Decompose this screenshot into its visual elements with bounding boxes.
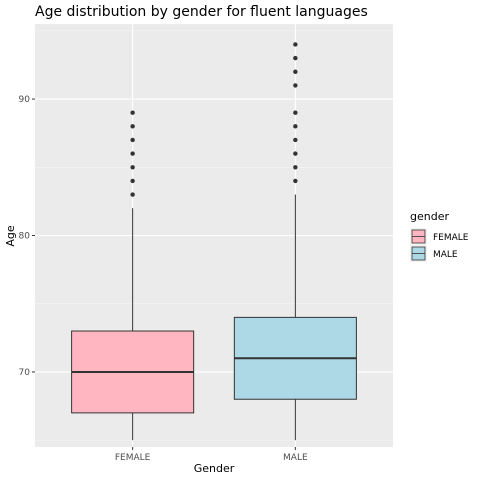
outlier-point: [130, 124, 135, 129]
outlier-point: [130, 110, 135, 115]
outlier-point: [130, 137, 135, 143]
outlier-point: [293, 165, 298, 170]
outlier-point: [293, 137, 298, 143]
legend-title: gender: [410, 210, 449, 223]
y-tick-label: 90: [19, 95, 31, 105]
outlier-point: [293, 151, 298, 156]
y-tick-label: 80: [19, 232, 31, 242]
boxes-layer: [71, 42, 357, 441]
y-axis-title: Age: [4, 225, 17, 247]
box-male: [233, 42, 357, 441]
outlier-point: [293, 55, 298, 61]
x-axis-title: Gender: [194, 462, 235, 475]
y-tick-label: 70: [19, 368, 31, 378]
x-tick-label: MALE: [283, 453, 308, 463]
outlier-point: [293, 83, 298, 88]
legend-label: MALE: [433, 250, 458, 260]
outlier-point: [293, 110, 298, 115]
box-female: [71, 110, 195, 441]
y-axis-ticks: 70 80 90: [19, 95, 35, 378]
outlier-point: [130, 151, 135, 156]
outlier-point: [293, 69, 298, 74]
outlier-point: [130, 165, 135, 170]
outlier-point: [293, 124, 298, 129]
chart-title: Age distribution by gender for fluent la…: [35, 4, 368, 20]
legend-label: FEMALE: [433, 233, 469, 243]
outlier-point: [130, 178, 135, 184]
x-tick-label: FEMALE: [115, 453, 151, 463]
outlier-point: [293, 178, 298, 184]
x-axis-ticks: FEMALE MALE: [115, 447, 308, 463]
minor-gridlines: [35, 30, 393, 441]
legend: FEMALE MALE: [410, 228, 469, 262]
outlier-point: [130, 192, 135, 197]
outlier-point: [293, 42, 298, 47]
